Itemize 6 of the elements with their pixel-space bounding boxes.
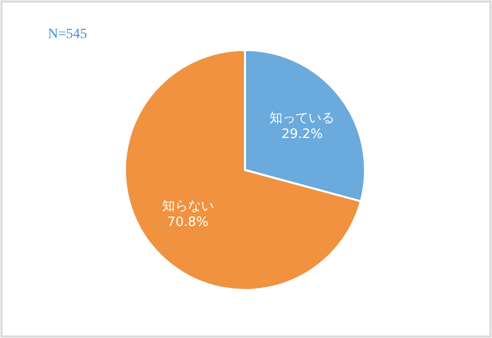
slice-label: 知っている [270, 110, 335, 126]
slice-label: 知らない [162, 198, 214, 214]
data-label: 70.8% [167, 214, 208, 230]
data-label: 29.2% [282, 126, 323, 142]
text: N=545 [48, 27, 88, 42]
pie-slice [124, 49, 362, 291]
